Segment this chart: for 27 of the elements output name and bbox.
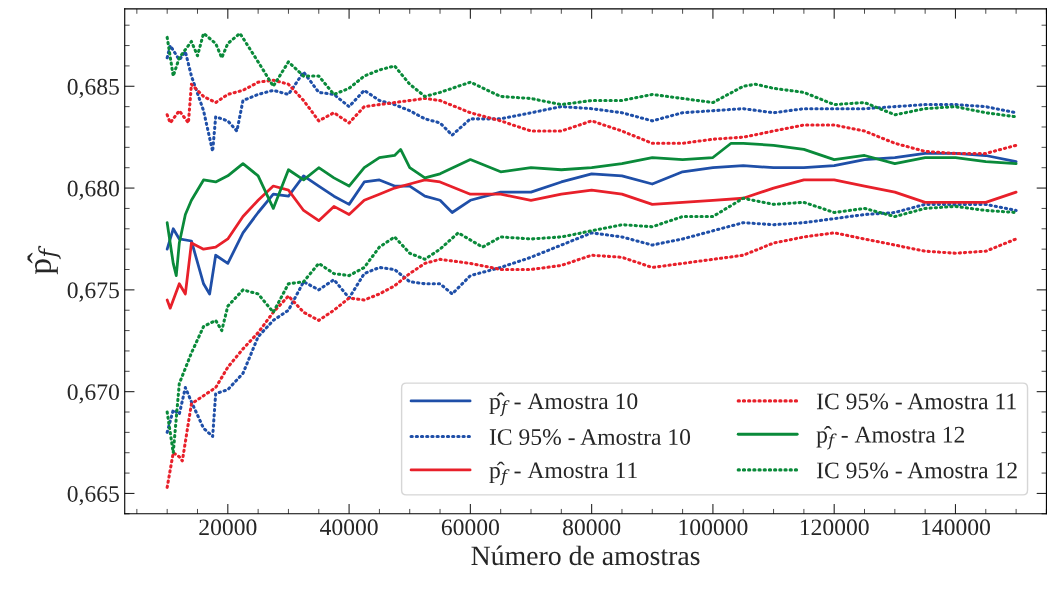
- legend-label: IC 95% - Amostra 12: [816, 462, 1017, 479]
- line-series: [165, 178, 1018, 310]
- x-tick-label: 40000: [320, 519, 378, 536]
- y-tick-label: 0,680: [67, 180, 119, 200]
- legend-label: IC 95% - Amostra 11: [816, 393, 1016, 410]
- line-series: [165, 231, 1018, 489]
- legend-label: p̂$_{f}$ - Amostra 12: [816, 425, 965, 450]
- line-series: [165, 44, 1018, 153]
- y-tick-label: 0,685: [67, 78, 119, 99]
- legend-label: p̂$_{f}$ - Amostra 11: [489, 461, 637, 486]
- y-tick-label: 0,670: [67, 384, 119, 404]
- legend-label: IC 95% - Amostra 10: [489, 429, 691, 446]
- x-tick-label: 20000: [199, 519, 257, 536]
- x-tick-label: 60000: [441, 519, 499, 536]
- line-series: [165, 78, 1018, 155]
- x-axis-title: Número de amostras: [471, 545, 700, 566]
- x-tick-label: 80000: [563, 519, 621, 536]
- x-tick-label: 100000: [679, 519, 748, 536]
- x-tick-label: 120000: [800, 519, 869, 536]
- line-series: [165, 152, 1018, 296]
- y-tick-label: 0,675: [67, 282, 119, 302]
- y-tick-label: 0,665: [67, 485, 119, 506]
- legend-label: p̂$_{f}$ - Amostra 10: [489, 392, 638, 417]
- line-series: [165, 141, 1018, 277]
- line-series: [165, 31, 1018, 119]
- x-tick-label: 140000: [922, 519, 990, 536]
- y-axis-title: p̂$_{f}$: [27, 245, 61, 275]
